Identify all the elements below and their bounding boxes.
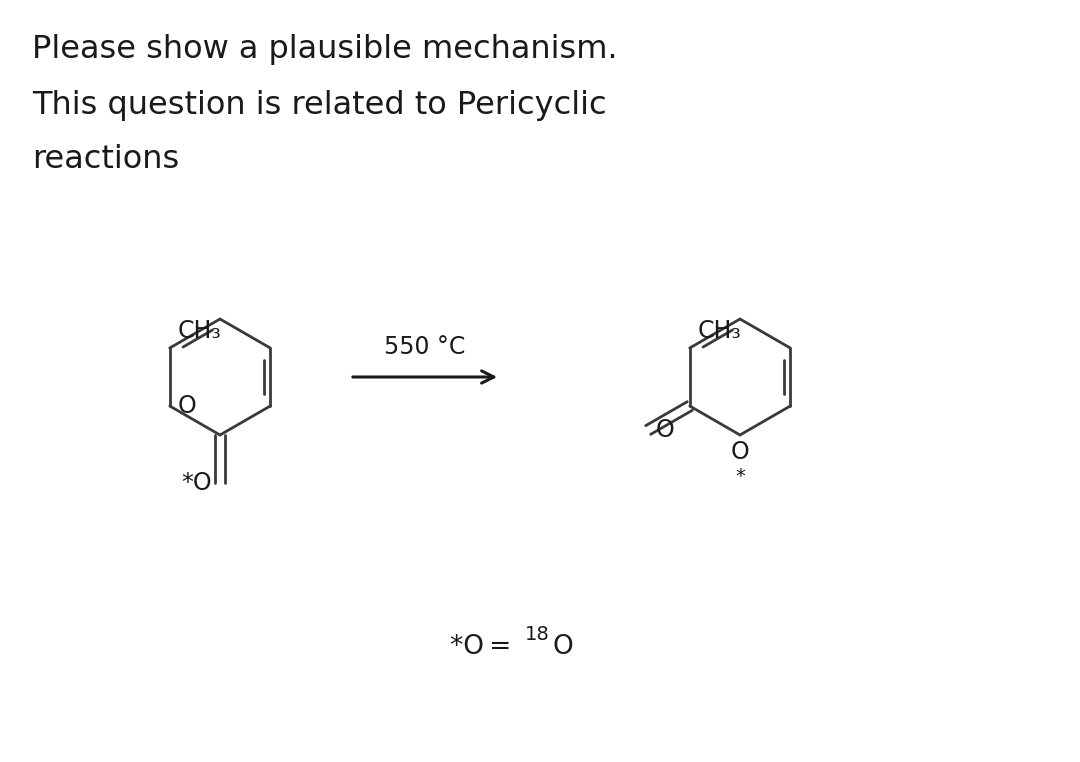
Text: O: O xyxy=(731,440,750,464)
Text: *O: *O xyxy=(181,471,212,495)
Text: *: * xyxy=(735,467,745,486)
Text: reactions: reactions xyxy=(32,144,179,175)
Text: CH₃: CH₃ xyxy=(178,319,221,343)
Text: O: O xyxy=(656,418,674,442)
Text: Please show a plausible mechanism.: Please show a plausible mechanism. xyxy=(32,34,618,65)
Text: 550 °C: 550 °C xyxy=(384,335,465,359)
Text: *O =: *O = xyxy=(450,634,516,660)
Text: This question is related to Pericyclic: This question is related to Pericyclic xyxy=(32,90,607,121)
Text: CH₃: CH₃ xyxy=(698,319,742,343)
Text: O: O xyxy=(178,394,197,418)
Text: O: O xyxy=(552,634,572,660)
Text: 18: 18 xyxy=(525,626,550,645)
